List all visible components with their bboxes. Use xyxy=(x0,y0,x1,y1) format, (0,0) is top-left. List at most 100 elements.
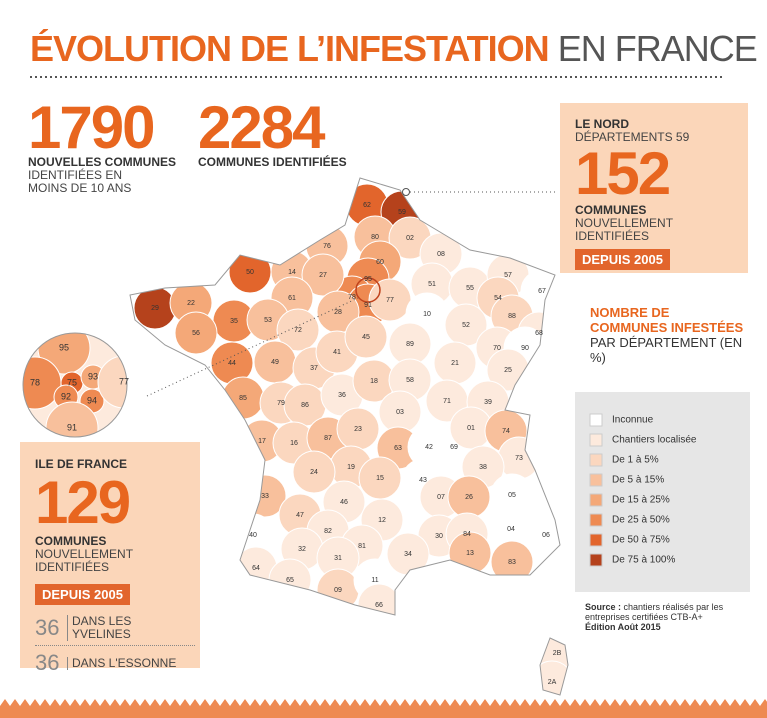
nord-title: LE NORD xyxy=(575,117,629,131)
idf-box xyxy=(20,442,200,668)
department-code: 45 xyxy=(362,334,370,341)
inset-code: 75 xyxy=(67,377,77,387)
department-code: 80 xyxy=(371,234,379,241)
department-code: 11 xyxy=(371,577,378,584)
department-code: 82 xyxy=(324,528,332,535)
department-code: 65 xyxy=(286,577,294,584)
legend-title-bold: NOMBRE DE COMMUNES INFESTÉES xyxy=(590,305,744,335)
department-code: 26 xyxy=(465,494,473,501)
department-code: 73 xyxy=(515,455,523,462)
legend-label: De 5 à 15% xyxy=(612,475,664,486)
department-code: 13 xyxy=(466,550,474,557)
department-code: 19 xyxy=(347,464,355,471)
department-code: 50 xyxy=(246,269,254,276)
department-code: 12 xyxy=(378,517,386,524)
department-code: 29 xyxy=(151,305,159,312)
department-code: 01 xyxy=(467,425,475,432)
nord-box xyxy=(560,103,748,273)
legend-title-rest: PAR DÉPARTEMENT (EN %) xyxy=(590,335,743,365)
legend-swatch xyxy=(589,433,603,447)
department-code: 69 xyxy=(450,444,458,451)
stat: 2284 COMMUNES IDENTIFIÉES xyxy=(198,94,378,169)
department-code: 10 xyxy=(423,311,431,318)
department-code: 55 xyxy=(466,285,474,292)
department-code: 32 xyxy=(298,546,306,553)
department xyxy=(276,308,320,352)
france-map xyxy=(133,183,568,695)
source-label: Source : xyxy=(585,602,622,612)
department-code: 56 xyxy=(192,330,200,337)
department-code: 35 xyxy=(230,318,238,325)
department-code: 31 xyxy=(334,555,342,562)
department-code: 44 xyxy=(228,360,236,367)
legend-swatch xyxy=(589,513,603,527)
inset-border xyxy=(22,332,128,438)
inset-connector xyxy=(146,297,359,397)
department-code: 46 xyxy=(340,499,348,506)
department-code: 24 xyxy=(310,469,318,476)
department-code: 30 xyxy=(435,533,443,540)
stat-label: NOUVELLES COMMUNES xyxy=(28,155,177,169)
department-code: 40 xyxy=(249,532,257,539)
department-code: 37 xyxy=(310,365,318,372)
idf-label: COMMUNES xyxy=(35,534,107,548)
department-code: 49 xyxy=(271,359,279,366)
department-code: 77 xyxy=(386,297,394,304)
department-code: 18 xyxy=(370,378,378,385)
inset-code: 94 xyxy=(87,395,97,405)
stat: 1790 NOUVELLES COMMUNES IDENTIFIÉES EN M… xyxy=(28,98,188,195)
legend-label: Chantiers localisée xyxy=(612,435,697,446)
legend-swatch xyxy=(589,493,603,507)
legend-swatch xyxy=(589,413,603,427)
department-code: 27 xyxy=(319,272,327,279)
department-code: 87 xyxy=(324,435,332,442)
department-code: 25 xyxy=(504,367,512,374)
department-code: 91 xyxy=(364,302,372,309)
title: ÉVOLUTION DE L’INFESTATION EN FRANCE xyxy=(30,28,758,70)
department xyxy=(174,311,218,355)
department-code: 05 xyxy=(508,492,516,499)
department-code: 36 xyxy=(338,392,346,399)
title-highlight: ÉVOLUTION DE L’INFESTATION xyxy=(30,28,550,69)
legend-swatch xyxy=(589,473,603,487)
department-code: 42 xyxy=(425,444,433,451)
department-code: 63 xyxy=(394,445,402,452)
department-code: 38 xyxy=(479,464,487,471)
idf-row-value: 36 xyxy=(35,650,60,675)
stat-value: 2284 xyxy=(198,94,325,161)
department-code: 70 xyxy=(493,345,501,352)
department-code: 88 xyxy=(508,313,516,320)
nord-badge: DEPUIS 2005 xyxy=(575,249,670,270)
department-code: 59 xyxy=(398,209,406,216)
nord-pin xyxy=(402,188,410,196)
nord-value: 152 xyxy=(575,140,671,207)
department-code: 47 xyxy=(296,512,304,519)
idf-row: 36 DANS LES YVELINES xyxy=(35,615,195,646)
department-code: 16 xyxy=(290,440,298,447)
department-code: 64 xyxy=(252,565,260,572)
department-code: 2B xyxy=(553,650,562,657)
department-code: 61 xyxy=(288,295,296,302)
department-code: 41 xyxy=(333,349,341,356)
department-code: 34 xyxy=(404,551,412,558)
department-code: 83 xyxy=(508,559,516,566)
department-code: 58 xyxy=(406,377,414,384)
department-code: 60 xyxy=(376,259,384,266)
source: Source : chantiers réalisés par les entr… xyxy=(585,602,755,632)
legend-swatch xyxy=(589,533,603,547)
department-code: 07 xyxy=(437,494,445,501)
department-code: 66 xyxy=(375,602,383,609)
legend-box xyxy=(575,392,750,592)
idf-value: 129 xyxy=(35,469,131,536)
department-code: 23 xyxy=(354,426,362,433)
department-code: 51 xyxy=(428,281,436,288)
department-code: 53 xyxy=(264,317,272,324)
nord-panel: LE NORD DÉPARTEMENTS 59 152 COMMUNES NOU… xyxy=(575,118,740,270)
department-code: 85 xyxy=(239,395,247,402)
bottom-border xyxy=(0,699,767,718)
inset-code: 92 xyxy=(61,391,71,401)
department-code: 15 xyxy=(376,475,384,482)
idf-badge: DEPUIS 2005 xyxy=(35,584,130,605)
idf-inset xyxy=(23,333,127,437)
